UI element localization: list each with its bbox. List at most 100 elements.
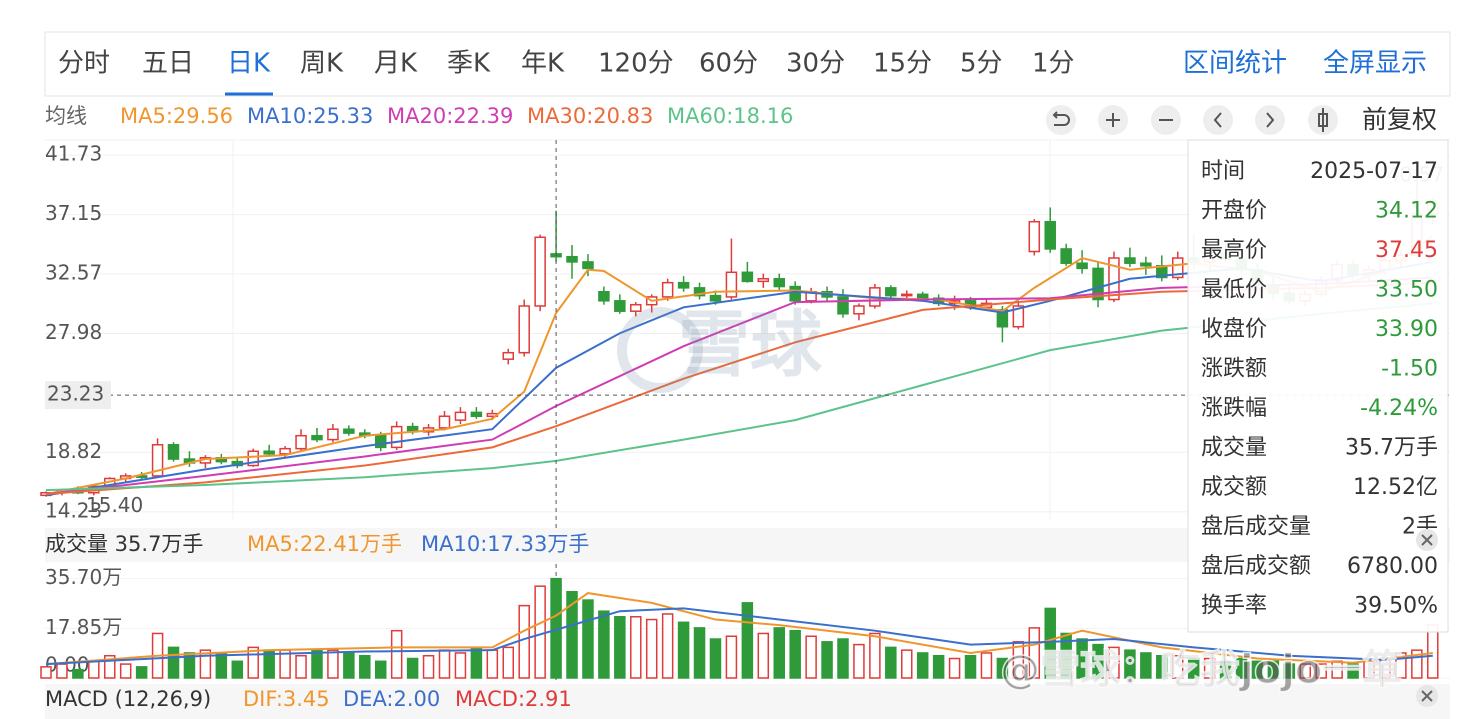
candle-body <box>853 305 865 315</box>
volume-bar <box>183 652 196 679</box>
volume-bar <box>406 657 419 679</box>
tab-action[interactable]: 全屏显示 <box>1323 49 1427 79</box>
watermark: @雪球：吃我jojo一箪 <box>1000 647 1402 693</box>
volume-bar <box>56 663 68 679</box>
candle-body <box>693 287 706 297</box>
volume-bar <box>518 604 530 679</box>
info-value: 33.50 <box>1375 278 1438 303</box>
price-adjust-button[interactable]: 前复权 <box>1362 105 1437 134</box>
volume-bar <box>470 646 483 679</box>
tab[interactable]: 周K <box>300 49 344 79</box>
info-panel-box <box>1187 139 1449 633</box>
volume-bar <box>598 610 610 679</box>
tabs: 分时 五日 日K 周K 月K 季K 年K 120分 60分 30分 15分 5分 1分 区间统计 全屏显示 <box>58 49 1427 79</box>
macd-legend: DIF:3.45 DEA:2.00 MACD:2.91 <box>243 687 572 711</box>
tab-action[interactable]: 区间统计 <box>1183 49 1287 79</box>
volume-bar <box>215 652 228 679</box>
volume-bar <box>72 668 84 679</box>
volume-bar <box>614 616 626 679</box>
candle-body <box>1044 220 1056 250</box>
reset-button[interactable] <box>1046 105 1076 135</box>
candle-body <box>167 444 180 460</box>
volume-bar <box>1140 652 1152 679</box>
volume-bar <box>1187 657 1200 679</box>
macd-legend-item: DIF:3.45 <box>243 687 330 711</box>
volume-bar <box>1028 627 1041 679</box>
candle-body <box>1092 267 1104 301</box>
macd-legend-label: MACD (12,26,9) <box>45 687 211 711</box>
low-marker: 15.40 <box>86 493 143 517</box>
tab[interactable]: 日K <box>227 49 271 79</box>
volume-bar <box>486 649 499 679</box>
tab[interactable]: 季K <box>447 49 491 79</box>
tab[interactable]: 年K <box>521 49 565 79</box>
volume-bar <box>980 652 993 679</box>
pan-left-button[interactable] <box>1203 105 1233 135</box>
candle-body <box>885 287 897 297</box>
info-value: 33.90 <box>1375 317 1438 342</box>
volume-bar <box>374 660 387 679</box>
candle-body <box>263 450 275 455</box>
zoom-in-icon <box>1106 113 1120 127</box>
volume-bar <box>1012 641 1025 679</box>
volume-bar <box>996 657 1009 679</box>
volume-bar <box>1283 663 1296 679</box>
volume-bar <box>119 663 132 679</box>
candle-body <box>582 261 594 270</box>
volume-bar <box>454 652 467 679</box>
close-volume[interactable] <box>1416 529 1438 551</box>
volume-bar <box>725 635 738 679</box>
candle-body <box>1076 262 1088 270</box>
tab[interactable]: 1分 <box>1032 49 1075 79</box>
volume-bar <box>359 654 371 679</box>
volume-bar <box>1235 657 1248 679</box>
candle-body <box>566 255 578 263</box>
close-macd[interactable] <box>1416 685 1438 707</box>
y-tick-label: 27.98 <box>45 320 102 344</box>
pan-right-button[interactable] <box>1255 105 1285 135</box>
tab[interactable]: 月K <box>374 49 418 79</box>
volume-bar <box>789 629 801 679</box>
info-label: 成交额 <box>1201 475 1267 500</box>
tab[interactable]: 五日 <box>142 49 194 79</box>
tab[interactable]: 5分 <box>960 49 1003 79</box>
tab[interactable]: 60分 <box>699 49 758 79</box>
volume-bar <box>343 652 355 679</box>
candle-body <box>1171 257 1184 279</box>
ma-legend-item: MA10:25.33 <box>247 104 373 128</box>
volume-bar <box>390 629 403 679</box>
volume-legend-label: 成交量 35.7万手 <box>45 532 203 556</box>
tab[interactable]: 15分 <box>873 49 932 79</box>
volume-bar <box>1044 607 1056 679</box>
volume-bar <box>1395 652 1407 679</box>
ma-legend-label: 均线 <box>45 104 87 128</box>
ma-line <box>45 607 1433 666</box>
candle-body <box>1060 248 1072 264</box>
tab[interactable]: 分时 <box>58 49 110 79</box>
reset-icon <box>1052 111 1070 126</box>
volume-bar <box>964 654 977 679</box>
candle-body <box>454 411 467 421</box>
volume-bar <box>438 649 451 679</box>
macd-legend-item: DEA:2.00 <box>343 687 440 711</box>
volume-legend-item: MA5:22.41万手 <box>247 532 402 556</box>
volume-bar <box>104 654 116 679</box>
ma-line <box>45 592 1433 666</box>
crosshair-label-bg <box>45 381 111 410</box>
candle-body <box>757 278 770 283</box>
ma-legend-item: MA20:22.39 <box>387 104 513 128</box>
volume-bar <box>295 654 307 679</box>
volume-bar <box>1347 663 1359 679</box>
tab[interactable]: 120分 <box>598 49 674 79</box>
candle-body <box>1124 257 1136 264</box>
candle-body <box>374 434 387 449</box>
volume-bar <box>311 649 323 679</box>
volume-bar <box>869 632 881 679</box>
volume-bar <box>135 666 148 679</box>
tab[interactable]: 30分 <box>786 49 845 79</box>
candle-body <box>677 281 690 289</box>
y-tick-label: 35.70万 <box>45 565 122 589</box>
volume-bar <box>1219 660 1232 679</box>
info-label: 开盘价 <box>1201 199 1267 224</box>
candle-body <box>741 271 754 283</box>
